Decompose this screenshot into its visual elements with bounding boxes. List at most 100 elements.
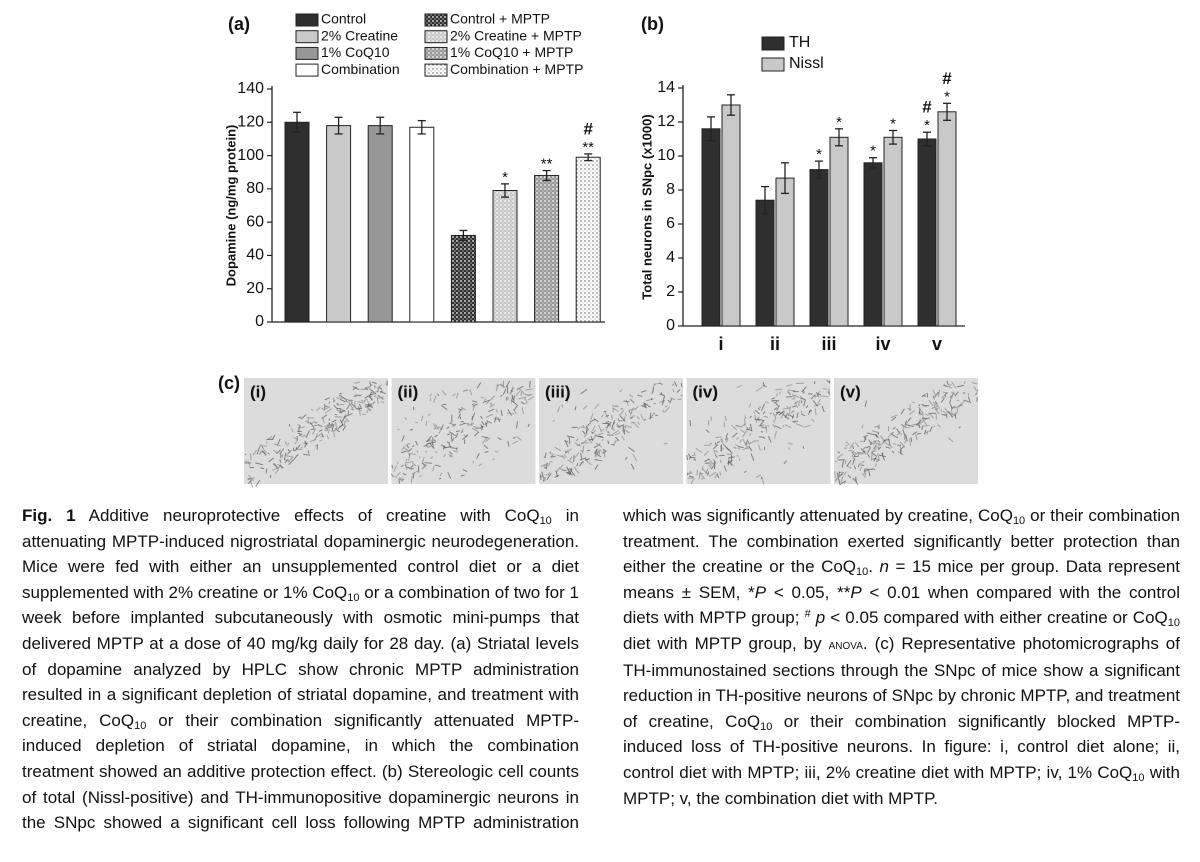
texture-stroke bbox=[802, 445, 805, 449]
texture-stroke bbox=[451, 447, 457, 449]
texture-stroke bbox=[726, 453, 733, 456]
texture-stroke bbox=[814, 395, 817, 398]
texture-stroke bbox=[279, 448, 285, 455]
texture-stroke bbox=[918, 406, 923, 414]
texture-stroke bbox=[563, 454, 567, 458]
texture-stroke bbox=[837, 471, 841, 480]
texture-stroke bbox=[594, 448, 598, 454]
error-bar bbox=[501, 183, 509, 198]
texture-stroke bbox=[344, 398, 348, 403]
texture-stroke bbox=[247, 474, 254, 481]
texture-stroke bbox=[871, 440, 876, 445]
caption-run: n bbox=[879, 557, 890, 577]
texture-stroke bbox=[488, 408, 495, 413]
y-axis-title: Total neurons in SNpc (x1000) bbox=[639, 114, 654, 299]
texture-stroke bbox=[739, 439, 743, 443]
texture-stroke bbox=[459, 422, 466, 426]
texture-stroke bbox=[852, 450, 857, 455]
texture-stroke bbox=[460, 428, 464, 434]
texture-stroke bbox=[305, 430, 310, 438]
texture-stroke bbox=[956, 399, 960, 402]
texture-stroke bbox=[628, 407, 636, 412]
texture-stroke bbox=[772, 419, 775, 423]
texture-stroke bbox=[582, 430, 586, 435]
texture-stroke bbox=[723, 465, 727, 472]
caption-run: anova bbox=[828, 635, 863, 652]
texture-stroke bbox=[629, 411, 633, 415]
texture-stroke bbox=[380, 401, 385, 404]
texture-stroke bbox=[779, 391, 782, 394]
texture-stroke bbox=[575, 438, 579, 442]
texture-stroke bbox=[922, 424, 930, 427]
texture-stroke bbox=[481, 436, 489, 439]
texture-stroke bbox=[743, 470, 747, 474]
texture-stroke bbox=[463, 389, 468, 392]
texture-stroke bbox=[569, 456, 573, 461]
texture-stroke bbox=[300, 414, 307, 420]
texture-stroke bbox=[405, 442, 410, 447]
texture-stroke bbox=[742, 438, 747, 446]
texture-stroke bbox=[567, 459, 574, 464]
texture-stroke bbox=[372, 381, 377, 385]
caption-run: 10 bbox=[134, 719, 147, 732]
bar bbox=[809, 169, 829, 327]
y-tick-label: 2 bbox=[666, 283, 675, 300]
texture-stroke bbox=[590, 431, 594, 434]
texture-stroke bbox=[632, 421, 639, 428]
texture-stroke bbox=[662, 395, 665, 403]
texture-stroke bbox=[505, 380, 511, 388]
texture-stroke bbox=[761, 426, 766, 429]
texture-stroke bbox=[343, 421, 346, 427]
significance-mark: * bbox=[502, 169, 508, 186]
texture-stroke bbox=[585, 422, 592, 428]
texture-stroke bbox=[346, 398, 353, 403]
texture-stroke bbox=[566, 466, 571, 474]
texture-stroke bbox=[792, 405, 797, 408]
texture-stroke bbox=[790, 410, 795, 414]
texture-stroke bbox=[403, 447, 409, 452]
texture-stroke bbox=[765, 401, 770, 404]
texture-stroke bbox=[272, 463, 278, 468]
texture-stroke bbox=[821, 405, 825, 413]
texture-stroke bbox=[693, 458, 697, 461]
texture-stroke bbox=[297, 432, 301, 435]
texture-stroke bbox=[755, 474, 762, 478]
texture-stroke bbox=[904, 438, 908, 444]
texture-stroke bbox=[566, 472, 573, 476]
texture-stroke bbox=[871, 452, 878, 457]
bar bbox=[701, 128, 721, 327]
texture-stroke bbox=[438, 426, 442, 434]
texture-stroke bbox=[412, 473, 415, 479]
texture-stroke bbox=[348, 401, 354, 409]
texture-stroke bbox=[584, 459, 592, 466]
caption-run: . (c) Representative photomicrographs of… bbox=[623, 633, 1180, 731]
texture-stroke bbox=[372, 401, 376, 405]
texture-stroke bbox=[273, 449, 278, 454]
texture-stroke bbox=[429, 398, 432, 402]
texture-stroke bbox=[485, 413, 494, 418]
texture-stroke bbox=[259, 451, 262, 455]
texture-stroke bbox=[736, 384, 743, 389]
y-tick-label: 4 bbox=[666, 249, 675, 266]
error-bar bbox=[835, 128, 843, 147]
texture-stroke bbox=[515, 435, 522, 441]
texture-stroke bbox=[932, 401, 939, 407]
hash-mark: # bbox=[922, 98, 932, 117]
texture-stroke bbox=[820, 395, 829, 398]
texture-stroke bbox=[480, 415, 483, 420]
texture-stroke bbox=[757, 407, 761, 411]
texture-stroke bbox=[362, 413, 366, 416]
texture-stroke bbox=[472, 400, 478, 403]
texture-stroke bbox=[862, 446, 866, 451]
texture-stroke bbox=[548, 450, 552, 454]
texture-stroke bbox=[341, 416, 346, 423]
error-bar bbox=[943, 102, 951, 121]
legend-label: Combination + MPTP bbox=[450, 61, 583, 77]
micrograph bbox=[244, 378, 388, 484]
texture-stroke bbox=[402, 473, 407, 476]
legend-label: TH bbox=[789, 34, 810, 51]
texture-stroke bbox=[762, 436, 766, 439]
texture-stroke bbox=[486, 420, 492, 424]
legend-swatch bbox=[424, 13, 448, 27]
texture-stroke bbox=[922, 411, 924, 419]
